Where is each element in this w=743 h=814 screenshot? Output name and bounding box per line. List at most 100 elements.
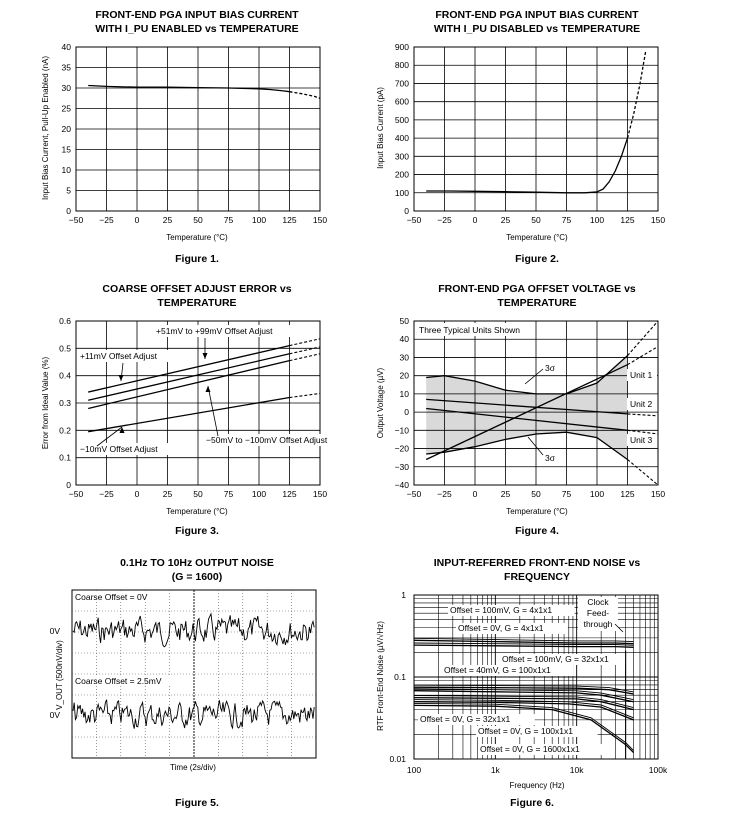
fig3-xtick-label: −50 <box>69 489 84 499</box>
fig6-label-bg <box>456 623 568 634</box>
fig3-ytick-label: 0.5 <box>59 343 71 353</box>
fig4-xtick-label: −25 <box>437 489 452 499</box>
fig4-xlabel: Temperature (°C) <box>506 507 568 516</box>
fig1-xtick-label: 0 <box>135 215 140 225</box>
fig4-xtick-label: 100 <box>590 489 604 499</box>
fig5-plot: 0V 0V Coarse Offset = 0V Coarse Offset = 2.… <box>50 589 317 759</box>
fig6-clock-leader <box>614 623 624 633</box>
fig4-unit-label-3: Unit 3 <box>630 435 652 445</box>
fig3-annotation-bg <box>78 443 176 455</box>
fig3-xtick-label: 125 <box>282 489 296 499</box>
fig3-annotation-3: −50mV to −100mV Offset Adjust <box>206 435 328 445</box>
fig4-series-ext-Unit 2 <box>627 413 659 417</box>
fig4-ytick-label: −40 <box>395 480 410 490</box>
fig4-note-bg <box>416 323 528 336</box>
fig6-series-trace-1 <box>413 642 634 646</box>
fig2-xtick-label: 50 <box>531 215 541 225</box>
fig3-ytick-label: 0.1 <box>59 453 71 463</box>
fig2-xtick-label: −50 <box>407 215 422 225</box>
fig6-xtick-label: 100k <box>649 765 668 775</box>
fig6-annotation-5: Offset = 0V, G = 100x1x1 <box>478 726 573 736</box>
fig4-series-ext-Unit 1 <box>627 346 659 366</box>
fig6-label-bg <box>476 726 598 737</box>
fig4-leader <box>524 368 544 385</box>
fig6-clock-label-1: Clock <box>587 597 609 607</box>
fig3-ytick-label: 0.2 <box>59 425 71 435</box>
fig6-series-6 <box>413 704 634 753</box>
fig3-ylabel: Error from Ideal Value (%) <box>41 357 50 450</box>
chart-fig5: 0.1Hz TO 10Hz OUTPUT NOISE (G = 1600) 0V… <box>50 557 317 809</box>
fig5-label-bg <box>73 591 166 602</box>
fig6-clock-bg <box>578 597 618 631</box>
fig3-annotation-bg <box>204 434 351 446</box>
fig4-caption: Figure 4. <box>515 525 559 537</box>
fig4-unit-label-1: Unit 1 <box>630 370 652 380</box>
fig2-ytick-label: 200 <box>395 170 409 180</box>
fig4-note: Three Typical Units Shown <box>419 325 520 335</box>
fig1-ytick-label: 20 <box>62 124 72 134</box>
fig3-xtick-label: 50 <box>193 489 203 499</box>
fig3-ytick-label: 0.6 <box>59 316 71 326</box>
fig1-xtick-label: 25 <box>163 215 173 225</box>
fig4-ytick-label: −20 <box>395 444 410 454</box>
fig3-leader <box>207 385 219 437</box>
fig4-ytick-label: 40 <box>400 334 410 344</box>
fig1-ytick-label: 35 <box>62 63 72 73</box>
fig2-xtick-label: −25 <box>437 215 452 225</box>
fig4-ylabel: Output Voltage (µV) <box>376 367 385 438</box>
fig6-ytick-label: 1 <box>401 590 406 600</box>
fig1-frame <box>75 46 321 212</box>
fig6-xtick-label: 1k <box>491 765 501 775</box>
fig6-clock-label-3: through <box>584 619 613 629</box>
fig2-xtick-label: 100 <box>590 215 604 225</box>
fig5-zero-label-2: 0V <box>50 710 61 720</box>
fig3-xtick-label: 25 <box>163 489 173 499</box>
fig3-caption: Figure 3. <box>175 525 219 537</box>
fig4-title-line2: TEMPERATURE <box>497 297 576 309</box>
fig1-xtick-label: 75 <box>224 215 234 225</box>
fig2-ylabel: Input Bias Current (pA) <box>376 87 385 169</box>
fig2-xtick-label: 25 <box>501 215 511 225</box>
fig3-xtick-label: 75 <box>224 489 234 499</box>
fig6-title-line2: FREQUENCY <box>504 571 570 583</box>
fig3-annotation-bg <box>78 350 176 362</box>
fig3-arrowhead <box>205 386 211 392</box>
fig1-ytick-label: 5 <box>66 186 71 196</box>
fig1-ylabel: Input Bias Current, Pull-Up Enabled (nA) <box>41 56 50 200</box>
fig4-series-Unit 1 <box>425 364 628 461</box>
fig4-title-line1: FRONT-END PGA OFFSET VOLTAGE vs <box>438 283 636 295</box>
fig3-leader <box>96 426 123 447</box>
fig6-label-bg <box>418 714 535 725</box>
fig2-xtick-label: 75 <box>562 215 572 225</box>
fig4-series-+3σ <box>426 355 628 395</box>
fig4-ytick-label: 50 <box>400 316 410 326</box>
fig3-annotation-bg <box>154 325 296 337</box>
fig6-title-line1: INPUT-REFERRED FRONT-END NOISE vs <box>434 557 641 569</box>
chart-fig1: FRONT-END PGA INPUT BIAS CURRENT WITH I_… <box>41 9 327 265</box>
fig1-series-extrapolated <box>289 91 321 99</box>
fig2-ytick-label: 700 <box>395 78 409 88</box>
fig3-annotation-1: +11mV Offset Adjust <box>80 351 158 361</box>
fig6-series-5 <box>413 701 634 721</box>
fig4-leader <box>527 436 544 456</box>
fig4-xtick-label: 75 <box>562 489 572 499</box>
fig1-xlabel: Temperature (°C) <box>166 233 228 242</box>
fig3-arrowhead <box>118 375 124 381</box>
chart-fig6: INPUT-REFERRED FRONT-END NOISE vs FREQUE… <box>376 557 668 809</box>
fig5-zero-label-1: 0V <box>50 626 61 636</box>
fig3-ytick-label: 0.3 <box>59 398 71 408</box>
fig6-label-bg <box>448 605 575 616</box>
fig4-ytick-label: 0 <box>404 407 409 417</box>
fig3-ytick-label: 0 <box>66 480 71 490</box>
fig4-series-ext--3σ <box>627 459 659 486</box>
fig6-series-2 <box>413 686 634 695</box>
fig5-label-bg <box>73 675 180 686</box>
fig6-caption: Figure 6. <box>510 797 554 809</box>
fig2-xlabel: Temperature (°C) <box>506 233 568 242</box>
fig1-ytick-label: 40 <box>62 42 72 52</box>
fig6-label-bg <box>442 665 574 676</box>
fig1-ytick-label: 25 <box>62 104 72 114</box>
fig2-xtick-label: 125 <box>620 215 634 225</box>
fig3-plot: −50 −25 0 25 50 75 100 125 150 0 0.1 0.2 0.3 0.4 0.5 0.… <box>59 316 351 499</box>
fig4-xtick-label: −50 <box>407 489 422 499</box>
